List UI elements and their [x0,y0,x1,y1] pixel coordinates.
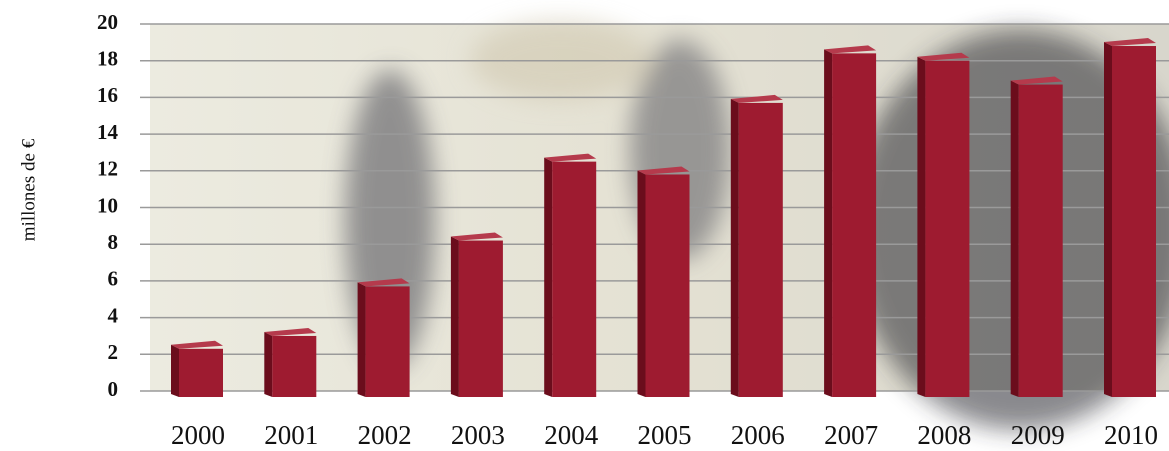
bar [1018,84,1063,398]
bar-side [730,98,739,397]
bar-side [917,56,926,397]
bar-top [1010,76,1063,85]
bar-top [544,153,597,162]
bar-side [450,236,459,397]
bar [458,240,503,397]
bar-top [824,45,877,54]
bar [552,161,597,397]
bar-side [1010,80,1019,398]
x-tick-label: 2005 [638,420,692,450]
bar-side [1104,42,1112,398]
y-tick-label: 4 [108,303,119,327]
y-tick-label: 20 [97,10,118,34]
bar-side [264,331,273,397]
bar-side [637,170,646,397]
y-tick-label: 16 [97,83,118,107]
x-tick-label: 2003 [451,420,505,450]
y-tick-label: 12 [97,157,118,181]
y-tick-label: 0 [108,377,119,401]
y-tick-label: 6 [108,267,119,291]
bar [179,348,223,397]
x-tick-label: 2004 [544,420,599,450]
x-tick-label: 2001 [264,420,318,450]
bar-side [824,49,833,398]
bar [832,53,877,398]
bar-side [357,282,366,397]
x-tick-label: 2002 [358,420,412,450]
bar [365,286,410,397]
bar [738,102,783,397]
y-tick-label: 18 [97,47,118,71]
x-tick-label: 2010 [1104,420,1158,450]
bar-top [1104,38,1156,47]
y-axis-label: millones de € [18,138,39,241]
x-tick-label: 2009 [1011,420,1065,450]
bar-side [544,157,553,397]
y-tick-label: 10 [97,193,118,217]
bar-top [264,327,317,336]
bar-top [917,52,970,61]
bar-top [357,278,410,287]
bar [645,174,690,397]
bar-side [171,344,179,397]
x-tick-label: 2007 [824,420,878,450]
y-tick-label: 14 [97,120,119,144]
bar-top [637,166,690,175]
y-tick-label: 2 [108,340,119,364]
x-tick-label: 2006 [731,420,785,450]
y-tick-label: 8 [108,230,119,254]
bar [925,60,970,397]
x-tick-label: 2000 [171,420,225,450]
bar-top [730,94,783,103]
bar [1112,46,1156,398]
bar-top [450,232,503,241]
x-tick-label: 2008 [917,420,971,450]
bar [272,335,317,397]
bar-top [171,340,223,349]
